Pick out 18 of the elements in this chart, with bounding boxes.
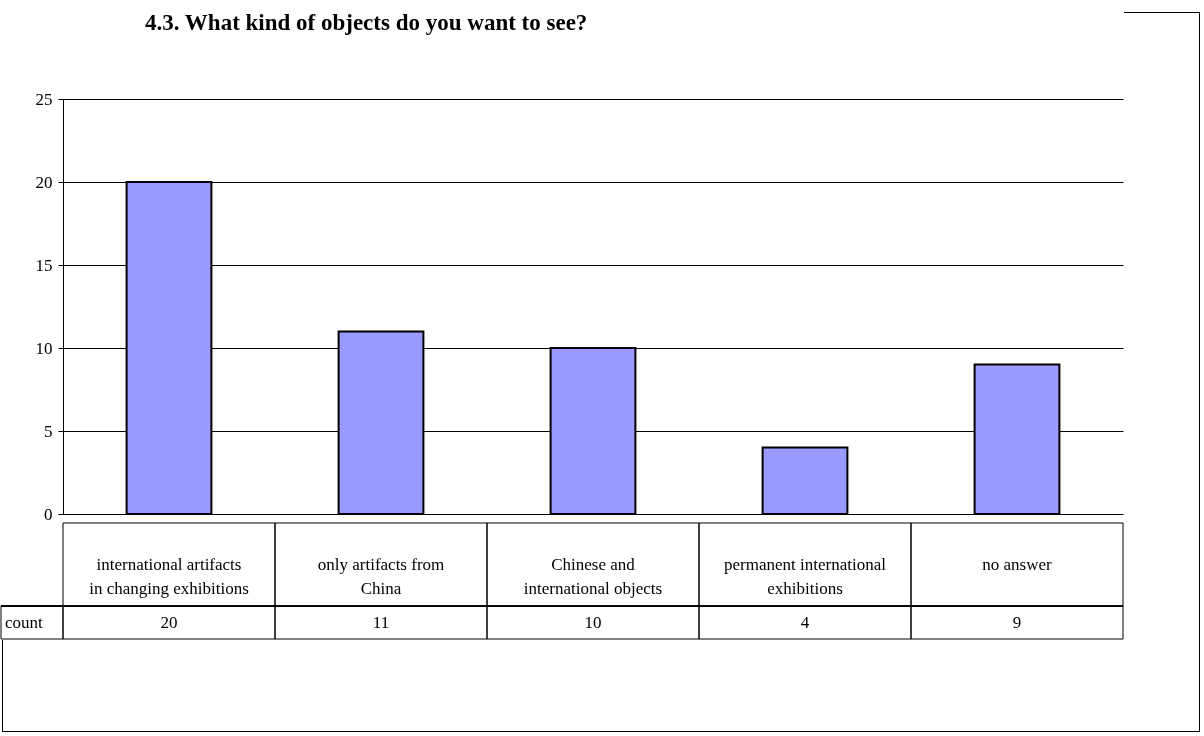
y-tick-label: 25 (35, 89, 53, 109)
data-label: 11 (372, 612, 390, 632)
data-label: 20 (160, 612, 178, 632)
data-label: 4 (800, 612, 810, 632)
data-label: 9 (1012, 612, 1022, 632)
y-tick-label: 15 (35, 255, 53, 275)
y-tick-label: 20 (35, 172, 53, 192)
text: count (5, 612, 44, 632)
y-tick-label: 0 (44, 504, 53, 524)
x-tick-label: Chinese and international objects (523, 554, 663, 598)
y-tick-label: 10 (35, 338, 53, 358)
x-tick-label: no answer (982, 554, 1053, 574)
data-label: 10 (584, 612, 602, 632)
x-tick-label: permanent international exhibitions (724, 554, 887, 598)
y-tick-label: 5 (44, 421, 53, 441)
chart-title: 4.3. What kind of objects do you want to see? (145, 10, 588, 35)
x-tick-label: only artifacts from China (317, 554, 445, 598)
x-tick-label: international artifacts in changing exhibitions (89, 554, 249, 598)
